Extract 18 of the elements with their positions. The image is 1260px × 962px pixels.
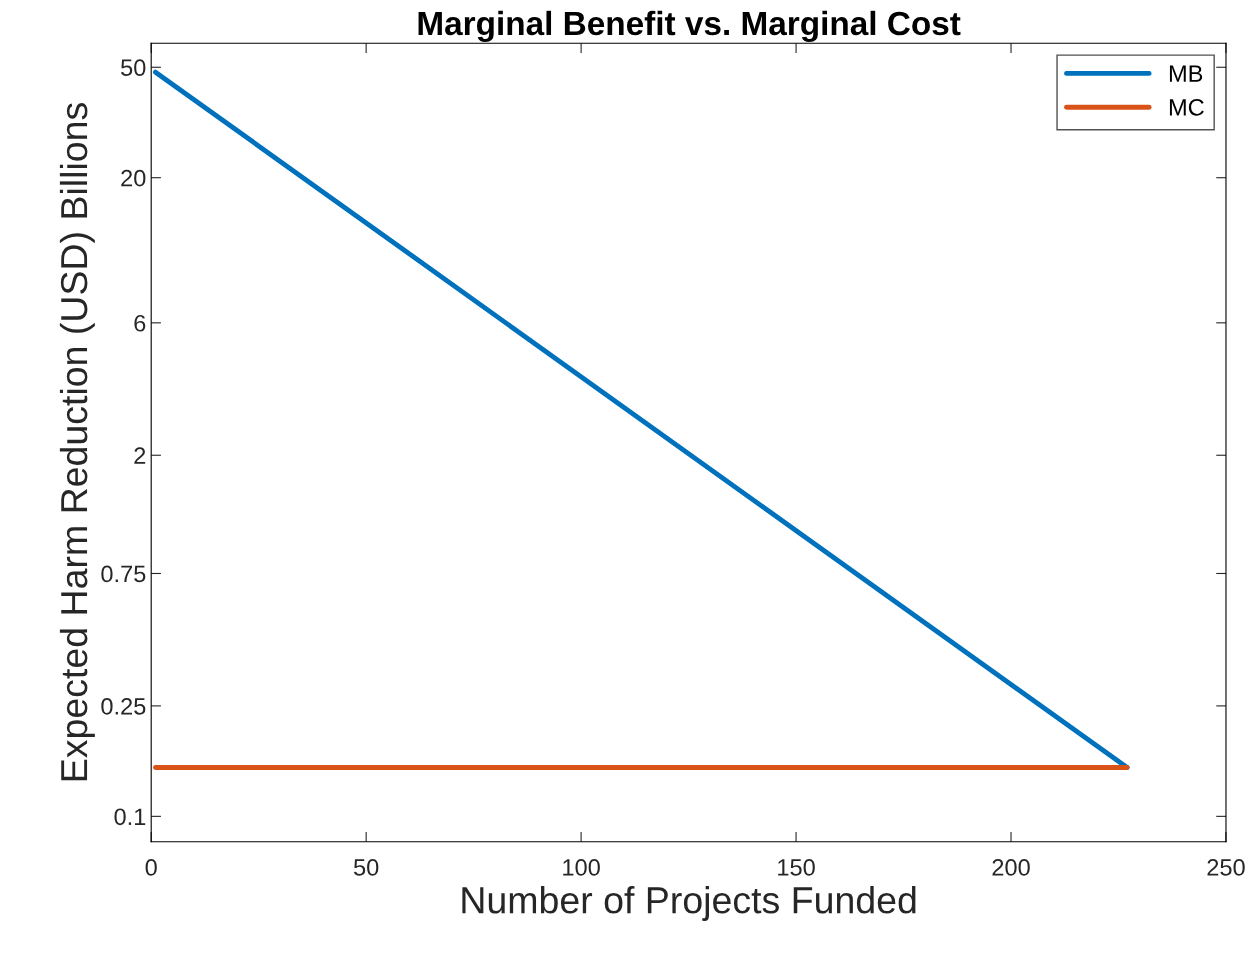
y-tick-label: 2 [134, 447, 146, 464]
x-tick-label: 50 [353, 859, 379, 876]
x-tick-label: 150 [778, 859, 815, 876]
x-axis-title: Number of Projects Funded [462, 885, 916, 921]
x-tick-label: 100 [563, 859, 600, 876]
chart-title: Marginal Benefit vs. Marginal Cost [418, 10, 961, 43]
y-tick-label: 0.1 [114, 808, 146, 826]
y-tick-label: 0.25 [101, 697, 146, 715]
y-tick-label: 20 [121, 169, 146, 187]
y-axis-title: Expected Harm Reduction (USD) Billions [59, 103, 95, 781]
y-tick-label: 50 [121, 59, 146, 77]
x-tick-label: 250 [1207, 859, 1245, 876]
legend-label: MB [1169, 65, 1203, 82]
y-tick-label: 6 [134, 314, 146, 332]
legend-label: MC [1169, 98, 1204, 116]
y-tick-label: 0.75 [101, 565, 146, 583]
x-tick-label: 200 [992, 859, 1030, 876]
x-tick-label: 0 [145, 859, 157, 876]
